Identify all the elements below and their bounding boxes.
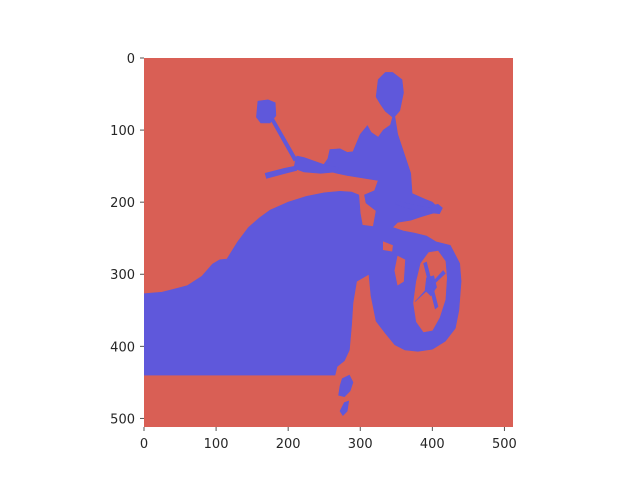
x-tick-label: 400 (420, 437, 445, 452)
plot-area (144, 58, 513, 427)
mask-region-wheel-gap (394, 255, 406, 286)
mask-region-ground-blob-2 (339, 400, 350, 416)
mask-region-left-grip (264, 165, 298, 179)
x-tick-label: 0 (140, 437, 148, 452)
x-tick-label: 300 (348, 437, 373, 452)
y-tick-label: 300 (110, 268, 135, 283)
mask-region-ground-blob (338, 374, 354, 398)
x-tick-label: 200 (276, 437, 301, 452)
mask-region-left-handlebar (293, 155, 339, 174)
x-tick-label: 100 (204, 437, 229, 452)
x-tick-label: 500 (492, 437, 517, 452)
y-tick-label: 500 (110, 412, 135, 427)
y-tick-label: 100 (110, 124, 135, 139)
segmentation-regions (144, 72, 462, 416)
y-axis: 0 100 200 300 400 500 (110, 52, 144, 427)
x-axis: 0 100 200 300 400 500 (140, 427, 517, 452)
y-tick-label: 200 (110, 196, 135, 211)
mask-region-spoke-b (414, 270, 446, 302)
y-tick-label: 400 (110, 340, 135, 355)
mask-region-body (144, 72, 462, 376)
mask-region-fork-gap (382, 241, 393, 252)
mask-region-right-grip (430, 203, 443, 215)
y-tick-label: 0 (127, 52, 135, 67)
